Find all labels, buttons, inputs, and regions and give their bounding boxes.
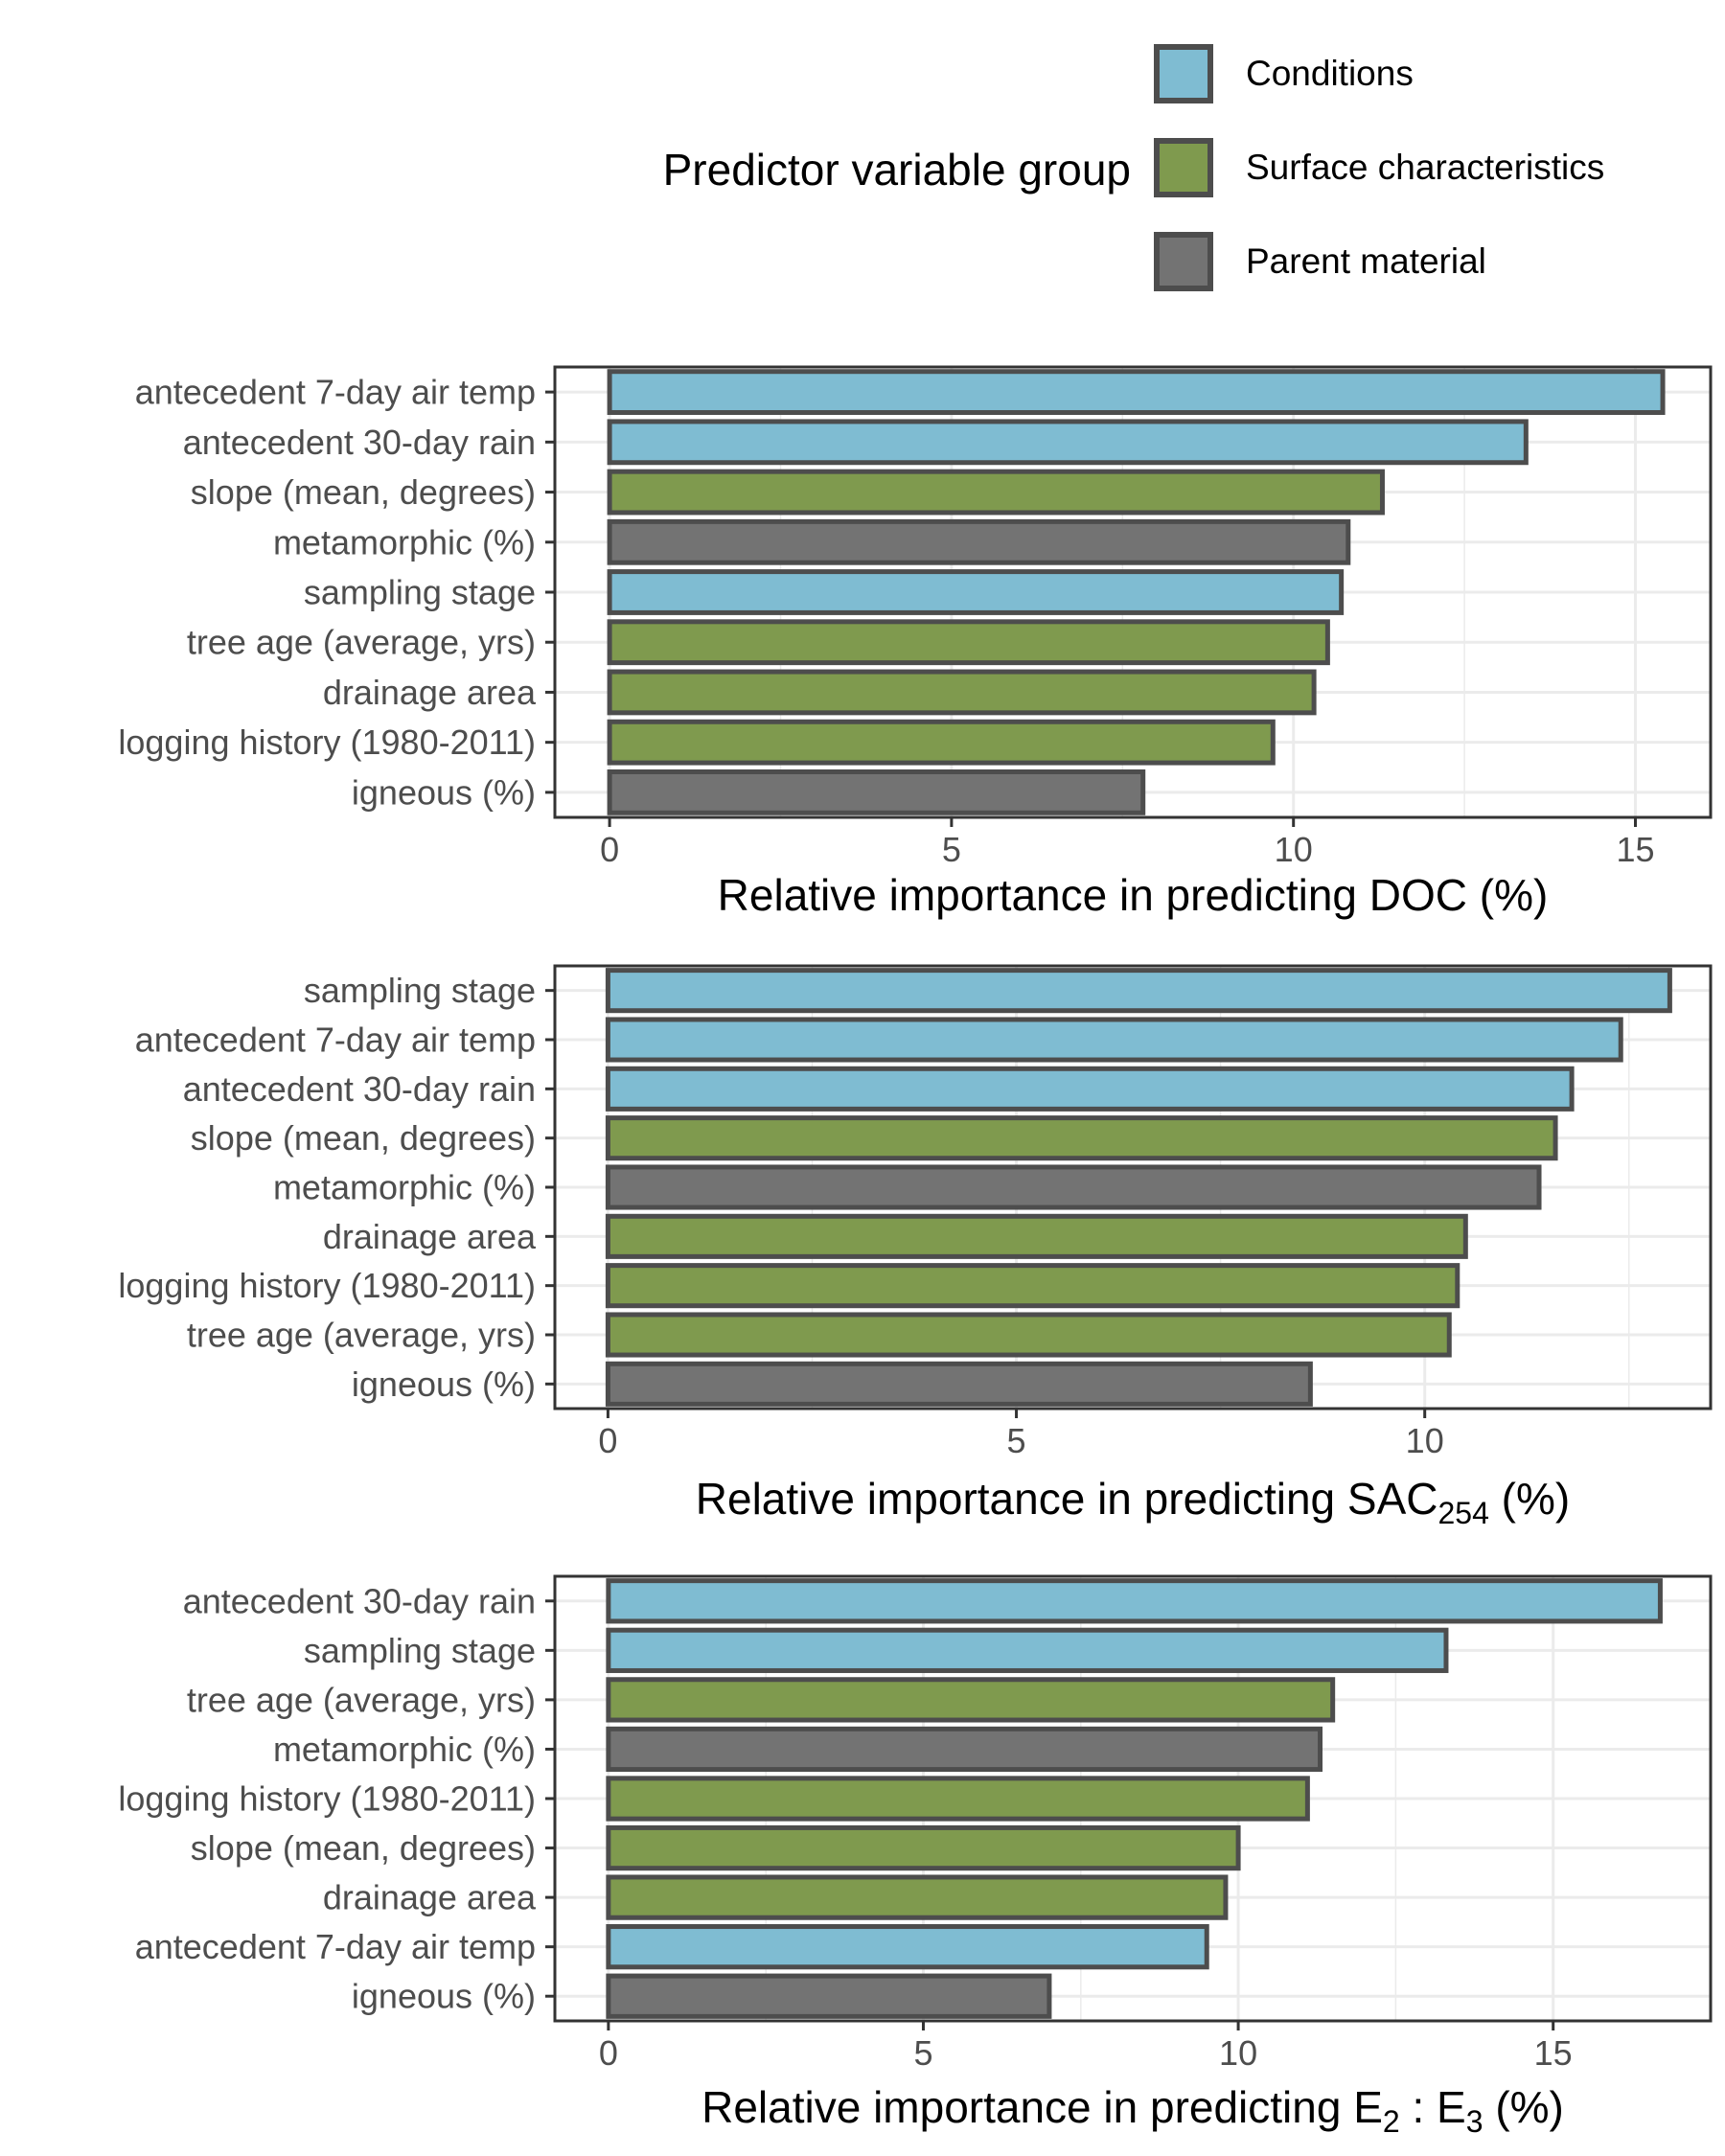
legend-swatch-parent [1154, 232, 1213, 291]
bar [605, 968, 1672, 1014]
bar [607, 518, 1351, 565]
bar [607, 469, 1385, 516]
x-tick-label: 5 [942, 830, 961, 869]
x-axis-title-subscript: 2 [1383, 2104, 1400, 2139]
panel-border [553, 964, 1713, 1411]
x-axis-title-subscript: 254 [1438, 1496, 1488, 1530]
panel-border [553, 365, 1713, 819]
y-tick-label: igneous (%) [352, 1365, 536, 1404]
legend-label-conditions: Conditions [1246, 54, 1414, 93]
y-tick-label: slope (mean, degrees) [191, 1118, 536, 1158]
bar [605, 1164, 1542, 1210]
y-tick-label: antecedent 7-day air temp [135, 1927, 536, 1966]
bar [606, 1627, 1449, 1673]
y-tick-label: drainage area [323, 673, 537, 712]
y-tick-label: antecedent 30-day rain [183, 1069, 536, 1109]
x-axis-title-part: Relative importance in predicting SAC [696, 1474, 1438, 1524]
x-axis-title-part: Relative importance in predicting E [702, 2082, 1383, 2132]
bar [607, 569, 1345, 615]
y-tick-label: logging history (1980-2011) [118, 722, 536, 762]
x-tick-label: 0 [598, 1421, 617, 1460]
panel-border [553, 1574, 1713, 2023]
bar [606, 1874, 1229, 1920]
bar [606, 1726, 1323, 1773]
bar [605, 1361, 1313, 1407]
legend-item-conditions: Conditions [1154, 44, 1690, 113]
y-tick-label: tree age (average, yrs) [187, 1680, 536, 1719]
x-tick-label: 10 [1406, 1421, 1444, 1460]
x-axis-title-part: : E [1400, 2082, 1466, 2132]
y-tick-label: drainage area [323, 1878, 537, 1917]
x-axis-title: Relative importance in predicting E2 : E… [702, 2082, 1564, 2139]
bar [607, 619, 1330, 666]
y-tick-label: sampling stage [304, 1631, 536, 1670]
x-axis-title-subscript: 3 [1466, 2104, 1484, 2139]
bar [605, 1312, 1452, 1358]
x-tick-label: 5 [1007, 1421, 1026, 1460]
legend: Predictor variable group Conditions Surf… [613, 38, 1725, 316]
bar [606, 1677, 1336, 1723]
y-tick-label: antecedent 7-day air temp [135, 1021, 536, 1060]
y-tick-label: logging history (1980-2011) [118, 1779, 536, 1819]
chart-panel-2: sampling stage antecedent 7-day air temp a… [118, 964, 1713, 1530]
legend-title: Predictor variable group [662, 145, 1131, 195]
legend-label-surface: Surface characteristics [1246, 148, 1605, 187]
x-tick-label: 15 [1616, 830, 1654, 869]
legend-item-surface: Surface characteristics [1154, 138, 1690, 207]
x-axis-title-part: Relative importance in predicting DOC (%… [718, 870, 1549, 920]
y-tick-label: logging history (1980-2011) [118, 1266, 536, 1305]
y-tick-label: metamorphic (%) [273, 1168, 536, 1207]
legend-item-parent: Parent material [1154, 232, 1690, 301]
y-tick-label: antecedent 30-day rain [183, 1581, 536, 1620]
y-tick-label: slope (mean, degrees) [191, 472, 536, 512]
x-tick-label: 0 [600, 830, 619, 869]
y-tick-label: antecedent 30-day rain [183, 423, 536, 462]
x-axis-title-part: (%) [1484, 2082, 1564, 2132]
x-tick-label: 10 [1275, 830, 1313, 869]
bar [607, 768, 1146, 815]
bar [605, 1115, 1558, 1161]
y-tick-label: tree age (average, yrs) [187, 1316, 536, 1355]
bar [606, 1973, 1052, 2019]
x-axis-title: Relative importance in predicting DOC (%… [718, 870, 1549, 920]
x-tick-label: 0 [599, 2033, 618, 2073]
y-tick-label: slope (mean, degrees) [191, 1828, 536, 1868]
y-tick-label: drainage area [323, 1217, 537, 1256]
y-tick-label: igneous (%) [352, 772, 536, 812]
bar [607, 719, 1276, 766]
bar [607, 419, 1529, 466]
bar [605, 1066, 1575, 1112]
chart-panel-1: antecedent 7-day air temp antecedent 30-d… [118, 365, 1713, 920]
x-axis-title: Relative importance in predicting SAC254… [696, 1474, 1570, 1530]
y-tick-label: antecedent 7-day air temp [135, 373, 536, 412]
legend-swatch-conditions [1154, 44, 1213, 103]
bar [606, 1578, 1663, 1624]
chart-panel-3: antecedent 30-day rain sampling stage tree… [118, 1574, 1713, 2139]
bar [607, 669, 1317, 716]
bar [606, 1824, 1241, 1871]
bar [605, 1213, 1468, 1259]
y-tick-label: sampling stage [304, 971, 536, 1010]
legend-swatch-surface [1154, 138, 1213, 197]
bar [605, 1263, 1460, 1309]
x-axis-title-part: (%) [1489, 1474, 1570, 1524]
x-tick-label: 5 [913, 2033, 932, 2073]
bar [605, 1017, 1623, 1063]
y-tick-label: metamorphic (%) [273, 1730, 536, 1769]
bar [606, 1924, 1209, 1970]
y-tick-label: sampling stage [304, 573, 536, 612]
y-tick-label: metamorphic (%) [273, 522, 536, 562]
x-tick-label: 15 [1534, 2033, 1573, 2073]
legend-label-parent: Parent material [1246, 241, 1486, 281]
bar [607, 369, 1666, 416]
y-tick-label: tree age (average, yrs) [187, 623, 536, 662]
y-tick-label: igneous (%) [352, 1977, 536, 2016]
bar [606, 1776, 1310, 1822]
x-tick-label: 10 [1219, 2033, 1257, 2073]
